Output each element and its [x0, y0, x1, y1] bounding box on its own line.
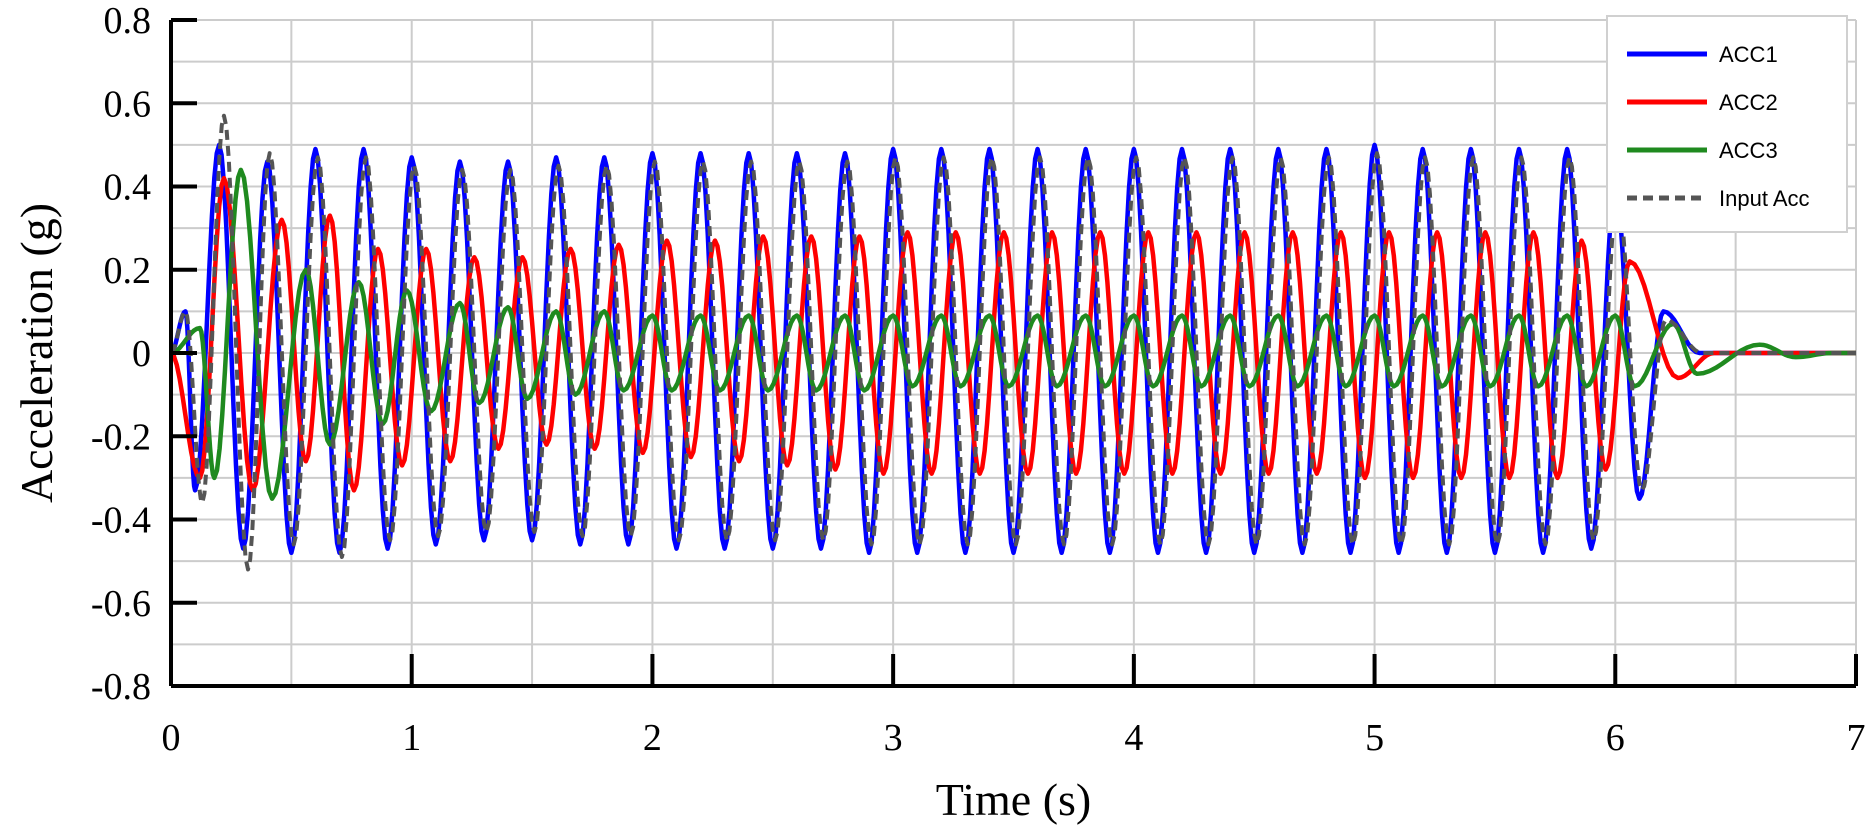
x-tick-label: 1 — [402, 717, 421, 759]
y-tick-label: -0.8 — [91, 666, 151, 708]
x-tick-label: 5 — [1365, 717, 1384, 759]
x-tick-label: 6 — [1606, 717, 1625, 759]
y-tick-label: 0 — [132, 333, 151, 375]
series-line-acc1 — [169, 142, 1856, 556]
legend-label: Input Acc — [1719, 186, 1810, 211]
x-tick-label: 7 — [1847, 717, 1866, 759]
y-tick-label: -0.2 — [91, 416, 151, 458]
legend: ACC1 ACC2 ACC3 Input Acc — [1606, 15, 1848, 233]
series-line-acc3 — [170, 167, 1856, 501]
legend-label: ACC2 — [1719, 90, 1778, 115]
series-line-acc2 — [169, 175, 1856, 493]
series-line-input-acc — [169, 113, 1856, 572]
series-lines — [169, 113, 1856, 572]
y-tick-label: -0.4 — [91, 500, 151, 542]
x-axis-title: Time (s) — [936, 774, 1092, 825]
x-tick-label: 3 — [884, 717, 903, 759]
y-tick-label: 0.2 — [104, 250, 152, 292]
tick-labels: -0.8 -0.6 -0.4 -0.2 0 0.2 0.4 0.6 0.8 0 1 2 3 4 5 6 7 — [91, 0, 1866, 759]
y-tick-label: 0.6 — [104, 83, 152, 125]
y-tick-label: 0.4 — [104, 167, 152, 209]
axes — [169, 18, 1858, 688]
y-tick-label: 0.8 — [104, 0, 152, 42]
y-tick-label: -0.6 — [91, 583, 151, 625]
y-axis-title: Acceleration (g) — [11, 203, 62, 503]
x-tick-label: 2 — [643, 717, 662, 759]
x-tick-label: 0 — [162, 717, 181, 759]
legend-label: ACC1 — [1719, 42, 1778, 67]
legend-label: ACC3 — [1719, 138, 1778, 163]
x-tick-label: 4 — [1124, 717, 1143, 759]
